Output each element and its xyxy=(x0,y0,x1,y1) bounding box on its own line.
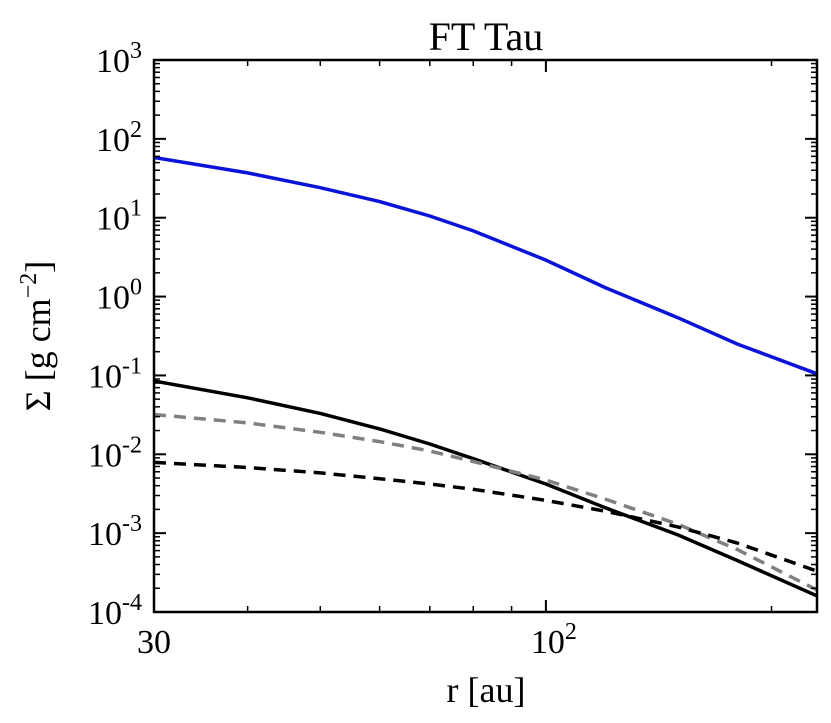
y-axis-label-close: ] xyxy=(18,261,58,273)
plot-frame xyxy=(152,58,819,614)
x-tick-labels: 30 102 xyxy=(137,619,577,661)
x-tick-label: 102 xyxy=(531,619,577,661)
series-line-4 xyxy=(154,460,817,573)
y-tick-label: 102 xyxy=(96,117,142,159)
y-axis-label: Σ [g cm−2] xyxy=(16,261,58,411)
y-tick-label: 101 xyxy=(96,196,142,238)
y-axis-label-exponent: −2 xyxy=(16,273,42,299)
y-tick-labels: 10-4 10-3 10-2 10-1 100 101 102 103 xyxy=(88,38,142,632)
y-tick-label: 10-2 xyxy=(88,432,142,474)
series-line-2 xyxy=(154,379,817,598)
y-tick-label: 10-1 xyxy=(88,353,142,395)
chart-title: FT Tau xyxy=(429,14,544,59)
series-layer xyxy=(154,155,817,598)
x-axis-label: r [au] xyxy=(447,670,526,710)
y-tick-label: 10-3 xyxy=(88,511,142,553)
series-line-1 xyxy=(154,155,817,376)
y-tick-label: 10-4 xyxy=(88,590,142,632)
x-tick-label: 30 xyxy=(137,624,171,661)
y-tick-label: 100 xyxy=(96,275,142,317)
y-tick-label: 103 xyxy=(96,38,142,80)
series-line-3 xyxy=(154,412,817,592)
